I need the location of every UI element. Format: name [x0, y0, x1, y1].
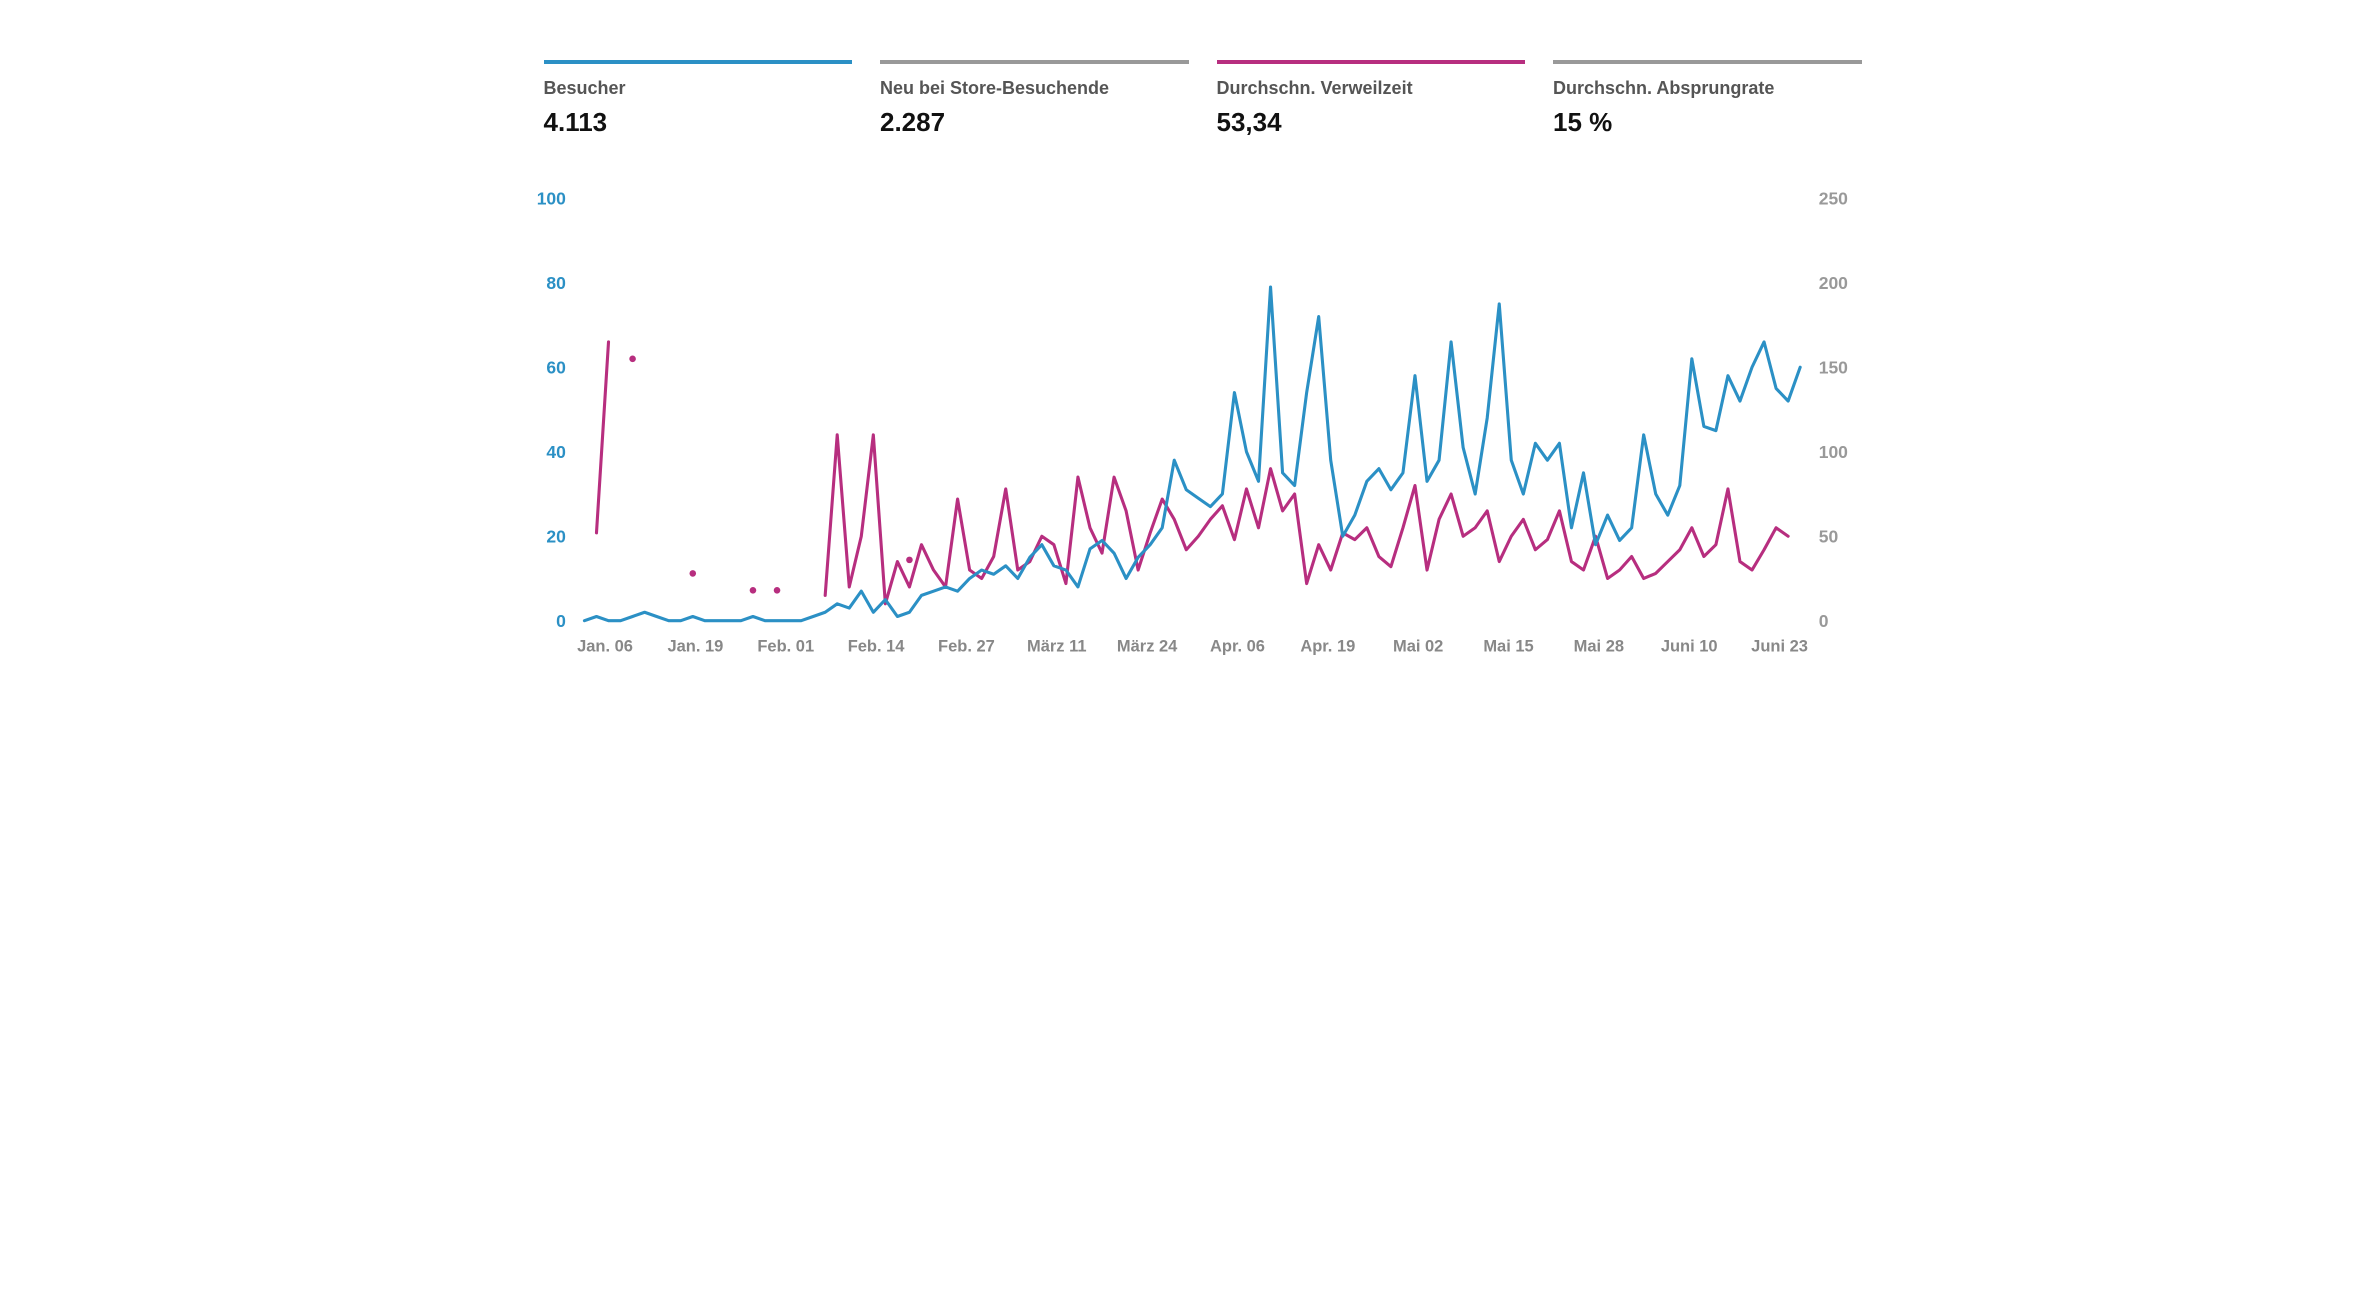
y-left-tick: 80	[546, 273, 566, 293]
y-right-tick: 100	[1818, 442, 1847, 462]
metric-card[interactable]: Durchschn. Verweilzeit 53,34	[1217, 60, 1526, 138]
line-chart: 0 20 40 60 80 100 0 50 100 150 200 250 Jan. 06 Jan. 1…	[502, 188, 1862, 683]
y-right-tick: 250	[1818, 188, 1847, 208]
series-verweilzeit-point	[689, 570, 696, 577]
x-tick-label: Juni 10	[1660, 638, 1717, 656]
y-left-tick: 100	[536, 188, 565, 208]
y-left-tick: 60	[546, 357, 566, 377]
series-verweilzeit-point	[749, 587, 756, 594]
metric-value: 4.113	[544, 107, 853, 138]
metric-label: Durchschn. Verweilzeit	[1217, 78, 1526, 99]
series-verweilzeit-point	[906, 557, 913, 564]
x-tick-label: Jan. 19	[667, 638, 723, 656]
metric-value: 15 %	[1553, 107, 1862, 138]
series-verweilzeit	[596, 342, 608, 533]
x-tick-label: Apr. 19	[1300, 638, 1355, 656]
metric-value: 53,34	[1217, 107, 1526, 138]
y-left-tick: 0	[556, 611, 566, 631]
metric-label: Neu bei Store-Besuchende	[880, 78, 1189, 99]
x-tick-label: Mai 02	[1392, 638, 1442, 656]
x-tick-label: Feb. 01	[757, 638, 814, 656]
x-tick-label: Juni 23	[1751, 638, 1808, 656]
series-verweilzeit-point	[773, 587, 780, 594]
chart-container: 0 20 40 60 80 100 0 50 100 150 200 250 Jan. 06 Jan. 1…	[502, 188, 1862, 683]
x-tick-label: März 11	[1027, 638, 1087, 656]
metric-color-bar	[1553, 60, 1862, 64]
x-tick-label: Mai 28	[1573, 638, 1623, 656]
x-tick-label: Jan. 06	[577, 638, 633, 656]
x-tick-label: März 24	[1116, 638, 1177, 656]
y-right-tick: 150	[1818, 357, 1847, 377]
metric-color-bar	[544, 60, 853, 64]
y-left-tick: 20	[546, 526, 566, 546]
y-left-tick: 40	[546, 442, 566, 462]
analytics-dashboard: Besucher 4.113 Neu bei Store-Besuchende 2.2…	[502, 60, 1862, 683]
metric-value: 2.287	[880, 107, 1189, 138]
metric-card[interactable]: Durchschn. Absprungrate 15 %	[1553, 60, 1862, 138]
x-tick-label: Feb. 27	[938, 638, 995, 656]
series-verweilzeit-point	[629, 356, 636, 363]
x-tick-label: Apr. 06	[1210, 638, 1265, 656]
metric-color-bar	[880, 60, 1189, 64]
metrics-row: Besucher 4.113 Neu bei Store-Besuchende 2.2…	[502, 60, 1862, 138]
metric-label: Besucher	[544, 78, 853, 99]
metric-card[interactable]: Neu bei Store-Besuchende 2.287	[880, 60, 1189, 138]
y-right-tick: 50	[1818, 526, 1838, 546]
metric-label: Durchschn. Absprungrate	[1553, 78, 1862, 99]
metric-card[interactable]: Besucher 4.113	[544, 60, 853, 138]
x-tick-label: Mai 15	[1483, 638, 1533, 656]
metric-color-bar	[1217, 60, 1526, 64]
y-right-tick: 200	[1818, 273, 1847, 293]
y-right-tick: 0	[1818, 611, 1828, 631]
x-tick-label: Feb. 14	[847, 638, 905, 656]
